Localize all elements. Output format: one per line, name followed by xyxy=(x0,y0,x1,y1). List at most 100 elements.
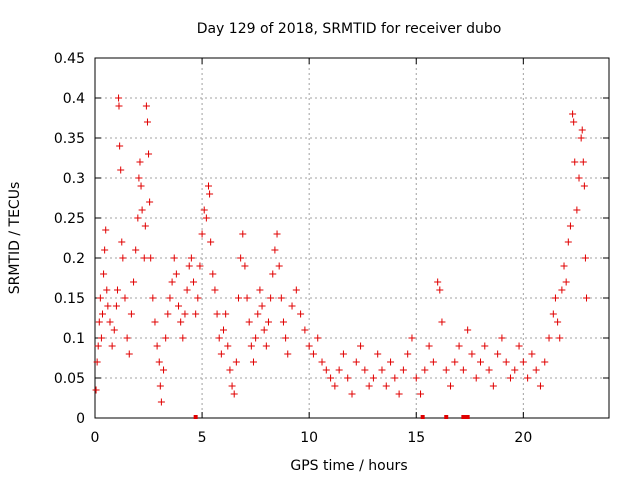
data-point xyxy=(181,310,189,318)
data-point xyxy=(110,326,118,334)
data-point xyxy=(145,150,153,158)
x-tick-label: 15 xyxy=(407,430,425,446)
data-point xyxy=(156,382,164,390)
data-point xyxy=(175,302,183,310)
data-point xyxy=(498,334,506,342)
data-point xyxy=(271,246,279,254)
data-point xyxy=(399,366,407,374)
data-point xyxy=(327,374,335,382)
data-point xyxy=(112,302,120,310)
y-tick-label: 0.15 xyxy=(54,291,85,307)
data-point xyxy=(573,206,581,214)
data-point xyxy=(581,254,589,262)
data-point xyxy=(232,358,240,366)
y-tick-label: 0.2 xyxy=(63,251,85,267)
data-point xyxy=(412,374,420,382)
zero-marker xyxy=(420,415,425,419)
data-point xyxy=(143,118,151,126)
data-point xyxy=(118,238,126,246)
data-point xyxy=(425,342,433,350)
data-point xyxy=(322,366,330,374)
data-point xyxy=(284,350,292,358)
data-point xyxy=(335,366,343,374)
data-point xyxy=(485,366,493,374)
plot-frame xyxy=(94,57,610,419)
data-point xyxy=(123,334,131,342)
data-point xyxy=(96,294,104,302)
data-point xyxy=(560,262,568,270)
data-point xyxy=(146,198,154,206)
data-point xyxy=(477,358,484,366)
data-point xyxy=(115,94,123,102)
data-point xyxy=(305,342,313,350)
data-point xyxy=(279,318,287,326)
data-point xyxy=(447,382,455,390)
data-point xyxy=(155,358,163,366)
data-point xyxy=(192,310,200,318)
data-point xyxy=(309,350,317,358)
data-point xyxy=(404,350,412,358)
data-point xyxy=(249,358,257,366)
data-point xyxy=(138,206,146,214)
data-point xyxy=(352,358,360,366)
axis-ticks: 0 0.05 0.1 0.15 0.2 0.25 0.3 0.35 0.4 0.45 0 5 10 15 2… xyxy=(54,51,609,446)
data-point xyxy=(344,374,352,382)
data-point xyxy=(468,350,476,358)
data-point xyxy=(357,342,365,350)
data-point xyxy=(481,342,489,350)
data-point xyxy=(429,358,437,366)
data-point xyxy=(136,158,144,166)
data-point xyxy=(378,366,386,374)
data-point xyxy=(151,318,159,326)
data-point xyxy=(502,358,510,366)
data-point xyxy=(177,318,185,326)
data-point xyxy=(121,294,129,302)
data-point xyxy=(239,230,247,238)
data-point xyxy=(564,238,572,246)
data-point xyxy=(318,358,326,366)
data-point xyxy=(98,310,106,318)
data-point xyxy=(185,262,193,270)
data-point xyxy=(374,350,382,358)
data-point xyxy=(551,294,559,302)
data-point xyxy=(256,286,264,294)
data-point xyxy=(213,310,221,318)
data-point xyxy=(157,398,165,406)
data-point xyxy=(116,142,124,150)
data-point xyxy=(226,366,234,374)
data-point xyxy=(206,190,214,198)
data-point xyxy=(142,102,150,110)
data-point xyxy=(438,318,446,326)
data-point xyxy=(387,358,395,366)
data-point xyxy=(94,342,102,350)
data-point xyxy=(149,294,157,302)
data-point xyxy=(254,310,262,318)
data-point xyxy=(234,294,242,302)
data-point xyxy=(472,374,480,382)
data-point xyxy=(130,278,138,286)
data-point xyxy=(101,246,109,254)
data-point xyxy=(292,286,300,294)
data-point xyxy=(137,182,145,190)
data-point xyxy=(519,358,527,366)
data-point xyxy=(258,302,266,310)
data-point xyxy=(451,358,459,366)
data-point xyxy=(297,310,305,318)
data-point xyxy=(361,366,369,374)
data-point xyxy=(277,294,285,302)
data-point xyxy=(140,254,148,262)
data-point xyxy=(436,286,444,294)
data-point xyxy=(339,350,347,358)
data-point xyxy=(164,310,172,318)
data-point xyxy=(95,318,103,326)
data-point xyxy=(515,342,523,350)
data-point xyxy=(554,318,562,326)
data-point xyxy=(421,366,429,374)
data-point xyxy=(549,310,557,318)
data-point xyxy=(196,262,204,270)
grid-lines xyxy=(95,58,609,418)
zero-marker xyxy=(461,415,466,419)
data-point xyxy=(569,110,577,118)
data-point xyxy=(442,366,450,374)
